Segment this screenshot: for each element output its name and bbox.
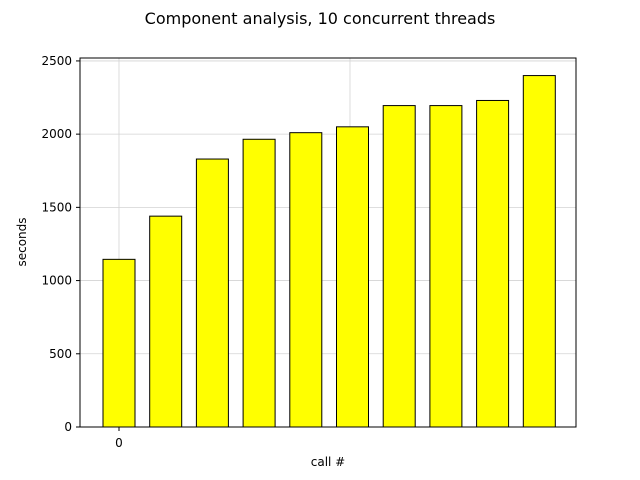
y-tick-label: 500 — [49, 347, 72, 361]
bar — [522, 75, 556, 428]
y-tick-label: 1500 — [41, 200, 72, 214]
bar — [429, 105, 463, 428]
plot-frame — [79, 57, 577, 428]
x-axis-ticks: 0 — [115, 427, 123, 450]
y-tick-label: 2500 — [41, 54, 72, 68]
x-axis-label: call # — [311, 455, 346, 469]
y-tick-label: 2000 — [41, 127, 72, 141]
bar — [195, 158, 229, 428]
bar — [336, 126, 369, 428]
bar — [289, 132, 323, 428]
bar — [102, 258, 136, 428]
x-tick-label: 0 — [115, 436, 123, 450]
chart-title: Component analysis, 10 concurrent thread… — [145, 9, 496, 28]
y-axis-label: seconds — [15, 217, 29, 266]
bar — [149, 215, 183, 428]
bar — [382, 105, 416, 428]
y-axis-ticks: 0 500 1000 1500 2000 2500 — [41, 54, 80, 434]
y-tick-label: 1000 — [41, 274, 72, 288]
bars — [102, 75, 556, 428]
bar — [476, 99, 510, 428]
y-tick-label: 0 — [64, 420, 72, 434]
bar — [242, 138, 276, 428]
